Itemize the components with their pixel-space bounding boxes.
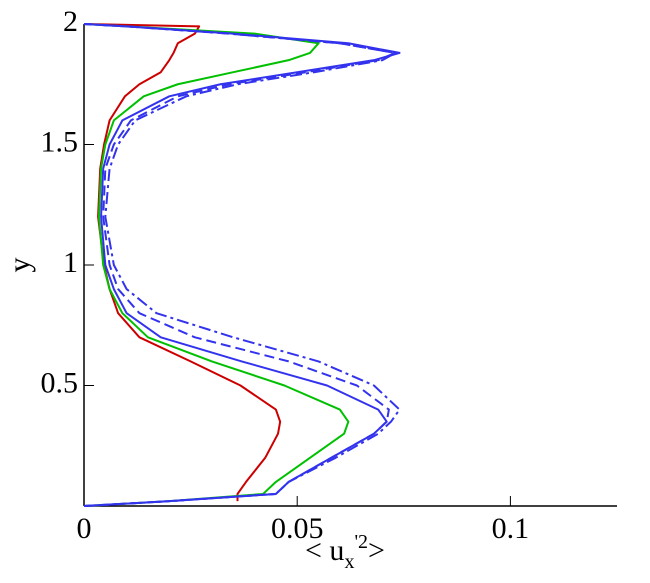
y-tick-label: 1 xyxy=(63,246,78,279)
series-line xyxy=(83,23,397,507)
x-tick-label: 0 xyxy=(77,512,92,545)
y-tick-label: 2 xyxy=(63,5,78,38)
y-axis-label: y xyxy=(3,258,36,273)
series-line xyxy=(83,23,350,507)
series-line xyxy=(83,23,401,507)
x-label-close: > xyxy=(368,534,385,567)
y-tick-label: 0.5 xyxy=(41,366,79,399)
x-label-sup: '2 xyxy=(354,531,368,553)
x-axis-label: < ux'2> xyxy=(305,531,385,573)
x-tick-label: 0.1 xyxy=(492,512,530,545)
x-label-sub: x xyxy=(344,551,354,573)
series-line xyxy=(83,23,401,507)
y-tick-label: 1.5 xyxy=(41,125,79,158)
x-tick-label: 0.05 xyxy=(271,512,324,545)
x-label-open: < u xyxy=(305,534,344,567)
